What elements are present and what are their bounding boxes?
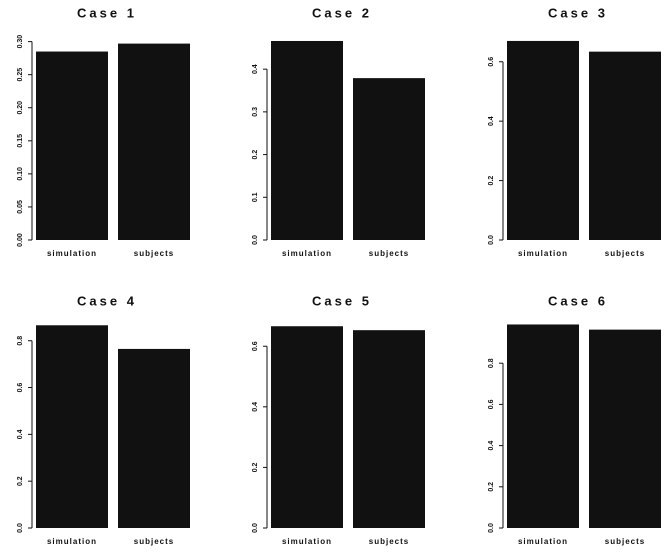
bar <box>353 330 425 528</box>
x-tick-label: simulation <box>47 537 97 546</box>
y-tick-label: 0.6 <box>488 399 495 409</box>
y-tick-label: 0.6 <box>252 341 259 351</box>
bar <box>36 51 108 240</box>
y-tick-label: 0.4 <box>17 429 24 439</box>
x-tick-label: simulation <box>282 249 332 258</box>
y-tick-label: 0.0 <box>17 523 24 533</box>
y-tick-label: 0.0 <box>488 235 495 245</box>
y-tick-label: 0.00 <box>17 233 24 247</box>
chart-title: Case 3 <box>548 5 608 20</box>
x-tick-label: subjects <box>134 537 174 546</box>
y-tick-label: 0.2 <box>17 476 24 486</box>
x-tick-label: subjects <box>369 249 409 258</box>
y-tick-label: 0.05 <box>17 200 24 214</box>
y-tick-label: 0.2 <box>252 462 259 472</box>
bar <box>507 40 579 240</box>
y-tick-label: 0.4 <box>488 116 495 126</box>
y-tick-label: 0.8 <box>17 336 24 346</box>
x-tick-label: simulation <box>518 249 568 258</box>
y-tick-label: 0.1 <box>252 192 259 202</box>
bar <box>271 326 343 528</box>
y-tick-label: 0.10 <box>17 167 24 181</box>
y-tick-label: 0.0 <box>252 523 259 533</box>
y-tick-label: 0.8 <box>488 358 495 368</box>
bar <box>507 324 579 528</box>
chart-title: Case 4 <box>77 293 137 308</box>
y-tick-label: 0.2 <box>488 482 495 492</box>
y-tick-label: 0.15 <box>17 134 24 148</box>
bar <box>36 325 108 528</box>
y-tick-label: 0.4 <box>252 64 259 74</box>
y-tick-label: 0.25 <box>17 68 24 82</box>
chart-title: Case 5 <box>312 293 372 308</box>
y-tick-label: 0.2 <box>488 176 495 186</box>
bar <box>118 43 190 241</box>
y-tick-label: 0.0 <box>488 523 495 533</box>
x-tick-label: simulation <box>518 537 568 546</box>
chart-title: Case 2 <box>312 5 372 20</box>
chart-title: Case 6 <box>548 293 608 308</box>
x-tick-label: simulation <box>282 537 332 546</box>
y-tick-label: 0.3 <box>252 107 259 117</box>
x-tick-label: subjects <box>369 537 409 546</box>
y-tick-label: 0.0 <box>252 235 259 245</box>
x-tick-label: subjects <box>605 537 645 546</box>
x-tick-label: subjects <box>605 249 645 258</box>
bar <box>271 40 343 240</box>
y-tick-label: 0.2 <box>252 150 259 160</box>
bar <box>589 51 661 240</box>
bar <box>589 329 661 528</box>
y-tick-label: 0.30 <box>17 35 24 49</box>
chart-title: Case 1 <box>77 5 137 20</box>
y-tick-label: 0.20 <box>17 101 24 115</box>
y-tick-label: 0.4 <box>252 402 259 412</box>
bar <box>118 348 190 528</box>
y-tick-label: 0.4 <box>488 441 495 451</box>
x-tick-label: simulation <box>47 249 97 258</box>
y-tick-label: 0.6 <box>17 383 24 393</box>
x-tick-label: subjects <box>134 249 174 258</box>
bar <box>353 78 425 241</box>
y-tick-label: 0.6 <box>488 57 495 67</box>
